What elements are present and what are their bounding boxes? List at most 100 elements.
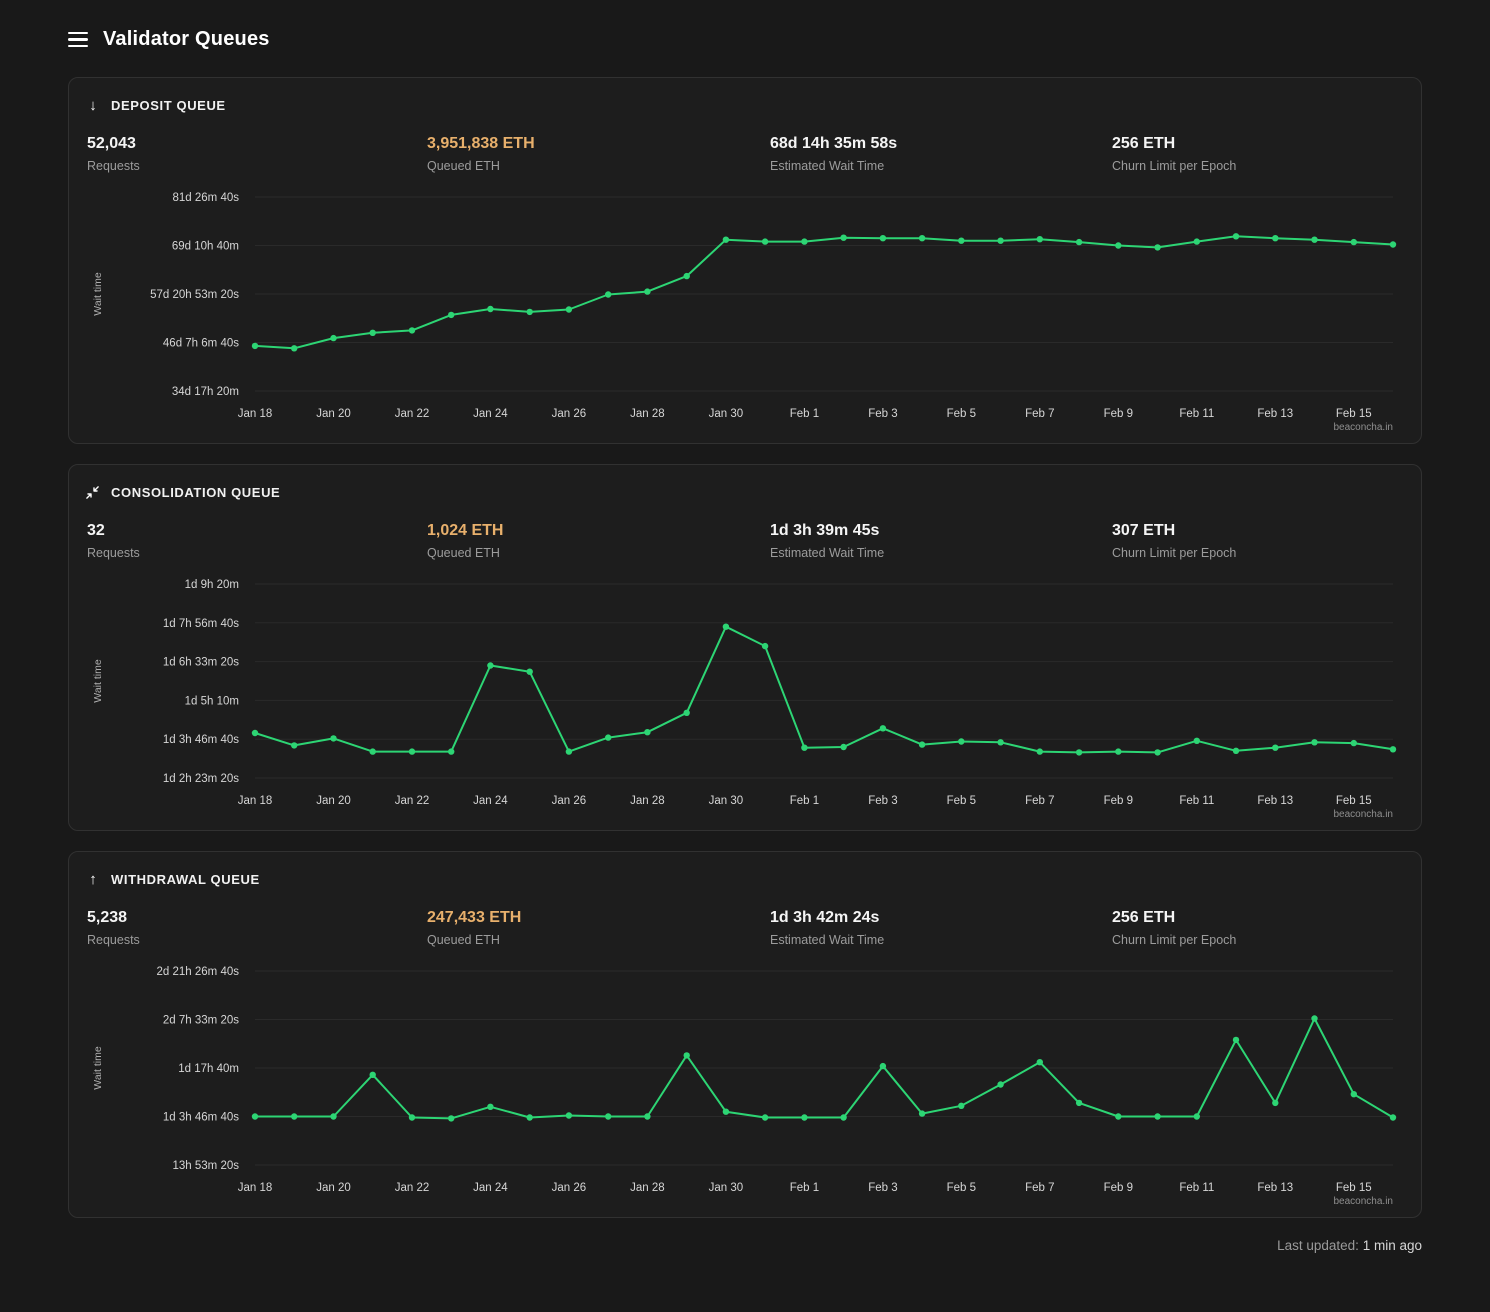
svg-text:Jan 20: Jan 20 [316, 795, 351, 807]
requests-stat: 5,238 Requests [87, 909, 427, 947]
wait-time-stat: 1d 3h 42m 24s Estimated Wait Time [770, 909, 1112, 947]
svg-text:Jan 24: Jan 24 [473, 408, 508, 420]
svg-text:beaconcha.in: beaconcha.in [1334, 809, 1394, 820]
svg-text:Wait time: Wait time [92, 272, 104, 316]
requests-value: 32 [87, 522, 105, 539]
deposit-stats-row: 52,043 Requests 3,951,838 ETH Queued ETH… [85, 135, 1405, 173]
queued-eth-value: 1,024 ETH [427, 522, 504, 539]
svg-text:Feb 11: Feb 11 [1179, 408, 1214, 420]
queued-eth-label: Queued ETH [427, 159, 500, 173]
svg-text:Feb 11: Feb 11 [1179, 1182, 1214, 1194]
queued-eth-label: Queued ETH [427, 933, 500, 947]
svg-text:Feb 9: Feb 9 [1104, 1182, 1133, 1194]
svg-text:Jan 26: Jan 26 [552, 1182, 587, 1194]
withdrawal-panel-title: WITHDRAWAL QUEUE [111, 872, 260, 887]
svg-text:Feb 9: Feb 9 [1104, 795, 1133, 807]
svg-text:Feb 5: Feb 5 [947, 408, 976, 420]
svg-text:Jan 30: Jan 30 [709, 795, 744, 807]
requests-value: 5,238 [87, 909, 128, 926]
churn-limit-stat: 307 ETH Churn Limit per Epoch [1112, 522, 1403, 560]
compress-arrows-icon [85, 485, 101, 500]
withdrawal-panel-header: ↑ WITHDRAWAL QUEUE [85, 872, 1405, 887]
deposit-panel-title: DEPOSIT QUEUE [111, 98, 226, 113]
deposit-panel-header: ↓ DEPOSIT QUEUE [85, 98, 1405, 113]
requests-label: Requests [87, 546, 140, 560]
svg-text:Wait time: Wait time [92, 659, 104, 703]
svg-text:Jan 20: Jan 20 [316, 408, 351, 420]
arrow-down-icon: ↓ [89, 97, 97, 114]
svg-text:1d 6h 33m 20s: 1d 6h 33m 20s [163, 657, 239, 669]
svg-text:Jan 22: Jan 22 [395, 408, 430, 420]
svg-text:81d 26m 40s: 81d 26m 40s [173, 192, 240, 204]
wait-time-label: Estimated Wait Time [770, 546, 885, 560]
svg-text:Wait time: Wait time [92, 1046, 104, 1090]
hamburger-menu-icon[interactable] [68, 30, 88, 50]
svg-text:2d 21h 26m 40s: 2d 21h 26m 40s [157, 966, 240, 978]
validator-queues-page: Validator Queues ↓ DEPOSIT QUEUE 52,043 … [68, 28, 1422, 1253]
withdrawal-wait-time-chart[interactable]: 13h 53m 20s 1d 3h 46m 40s 1d 17h 40m 2d 7h … [85, 959, 1405, 1207]
svg-text:Feb 7: Feb 7 [1025, 408, 1054, 420]
consolidation-wait-time-chart[interactable]: 1d 2h 23m 20s 1d 3h 46m 40s 1d 5h 10m 1d 6h… [85, 572, 1405, 820]
svg-text:Feb 1: Feb 1 [790, 795, 819, 807]
svg-text:Jan 28: Jan 28 [630, 1182, 665, 1194]
svg-text:Feb 7: Feb 7 [1025, 795, 1054, 807]
deposit-queue-panel: ↓ DEPOSIT QUEUE 52,043 Requests 3,951,83… [68, 77, 1422, 444]
svg-text:Jan 18: Jan 18 [238, 1182, 273, 1194]
queued-eth-label: Queued ETH [427, 546, 500, 560]
requests-stat: 52,043 Requests [87, 135, 427, 173]
page-header: Validator Queues [68, 28, 1422, 51]
svg-text:beaconcha.in: beaconcha.in [1334, 422, 1394, 433]
last-updated-label: Last updated: [1277, 1238, 1359, 1253]
svg-text:Jan 18: Jan 18 [238, 795, 273, 807]
svg-text:Feb 13: Feb 13 [1257, 795, 1293, 807]
svg-text:Feb 5: Feb 5 [947, 795, 976, 807]
churn-limit-stat: 256 ETH Churn Limit per Epoch [1112, 909, 1403, 947]
svg-text:Jan 30: Jan 30 [709, 1182, 744, 1194]
svg-text:57d 20h 53m 20s: 57d 20h 53m 20s [150, 289, 239, 301]
last-updated-value: 1 min ago [1362, 1238, 1422, 1253]
churn-limit-label: Churn Limit per Epoch [1112, 159, 1237, 173]
svg-text:Feb 15: Feb 15 [1336, 1182, 1372, 1194]
svg-text:Feb 7: Feb 7 [1025, 1182, 1054, 1194]
consolidation-panel-title: CONSOLIDATION QUEUE [111, 485, 281, 500]
svg-text:Feb 3: Feb 3 [868, 795, 897, 807]
svg-text:Feb 13: Feb 13 [1257, 1182, 1293, 1194]
wait-time-label: Estimated Wait Time [770, 933, 885, 947]
svg-text:Feb 13: Feb 13 [1257, 408, 1293, 420]
churn-limit-label: Churn Limit per Epoch [1112, 546, 1237, 560]
deposit-wait-time-chart[interactable]: 34d 17h 20m 46d 7h 6m 40s 57d 20h 53m 20s 6… [85, 185, 1405, 433]
churn-limit-value: 307 ETH [1112, 522, 1176, 539]
wait-time-value: 68d 14h 35m 58s [770, 135, 898, 152]
svg-text:Feb 9: Feb 9 [1104, 408, 1133, 420]
churn-limit-value: 256 ETH [1112, 135, 1176, 152]
churn-limit-stat: 256 ETH Churn Limit per Epoch [1112, 135, 1403, 173]
requests-stat: 32 Requests [87, 522, 427, 560]
svg-text:Jan 22: Jan 22 [395, 795, 430, 807]
svg-text:1d 9h 20m: 1d 9h 20m [185, 579, 239, 591]
svg-text:Jan 26: Jan 26 [552, 795, 587, 807]
svg-text:34d 17h 20m: 34d 17h 20m [172, 386, 239, 398]
wait-time-stat: 68d 14h 35m 58s Estimated Wait Time [770, 135, 1112, 173]
queued-eth-value: 247,433 ETH [427, 909, 522, 926]
svg-text:Jan 26: Jan 26 [552, 408, 587, 420]
svg-text:46d 7h 6m 40s: 46d 7h 6m 40s [163, 338, 239, 350]
svg-text:1d 7h 56m 40s: 1d 7h 56m 40s [163, 618, 239, 630]
svg-text:Feb 1: Feb 1 [790, 1182, 819, 1194]
consolidation-stats-row: 32 Requests 1,024 ETH Queued ETH 1d 3h 3… [85, 522, 1405, 560]
svg-text:beaconcha.in: beaconcha.in [1334, 1196, 1394, 1207]
svg-text:Jan 22: Jan 22 [395, 1182, 430, 1194]
queued-eth-stat: 3,951,838 ETH Queued ETH [427, 135, 770, 173]
svg-text:Jan 24: Jan 24 [473, 1182, 508, 1194]
svg-text:Feb 5: Feb 5 [947, 1182, 976, 1194]
svg-text:Feb 15: Feb 15 [1336, 795, 1372, 807]
svg-text:Jan 28: Jan 28 [630, 408, 665, 420]
svg-text:2d 7h 33m 20s: 2d 7h 33m 20s [163, 1015, 239, 1027]
svg-text:Feb 11: Feb 11 [1179, 795, 1214, 807]
wait-time-stat: 1d 3h 39m 45s Estimated Wait Time [770, 522, 1112, 560]
svg-text:Jan 24: Jan 24 [473, 795, 508, 807]
svg-text:1d 5h 10m: 1d 5h 10m [185, 695, 239, 707]
requests-value: 52,043 [87, 135, 136, 152]
wait-time-label: Estimated Wait Time [770, 159, 885, 173]
svg-text:69d 10h 40m: 69d 10h 40m [172, 241, 239, 253]
withdrawal-queue-panel: ↑ WITHDRAWAL QUEUE 5,238 Requests 247,43… [68, 851, 1422, 1218]
